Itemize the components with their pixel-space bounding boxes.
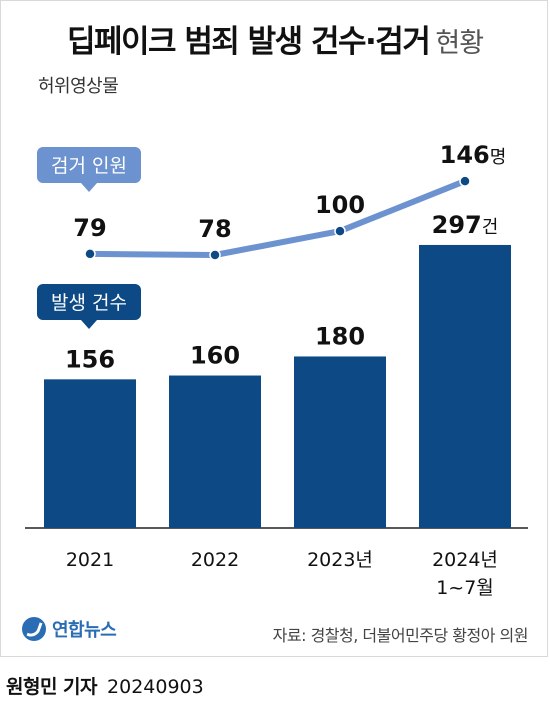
bar-0 bbox=[44, 379, 136, 528]
line-value-number-2: 100 bbox=[315, 191, 365, 219]
line-value-label-0: 79 bbox=[73, 214, 106, 242]
legend-line-badge-box bbox=[37, 147, 141, 183]
author: 원형민 기자 bbox=[6, 676, 98, 698]
line-point-2 bbox=[334, 225, 346, 237]
line-point-0 bbox=[84, 248, 96, 260]
legend-line-badge-group: 검거 인원 bbox=[37, 147, 141, 192]
legend-line-badge-label: 검거 인원 bbox=[51, 155, 127, 177]
line-point-1 bbox=[209, 249, 221, 261]
line-series bbox=[87, 178, 468, 258]
line-value-label-2: 100 bbox=[315, 191, 365, 219]
line-value-number-0: 79 bbox=[73, 214, 106, 242]
yonhap-logo-icon bbox=[22, 617, 46, 641]
bar-value-label-0: 156 bbox=[65, 345, 115, 373]
line-value-label-3: 146명 bbox=[440, 141, 507, 169]
bar-value-label-3: 297건 bbox=[432, 211, 499, 239]
legend-line-badge-pointer bbox=[81, 183, 97, 192]
x-tick-label-2: 2023년 bbox=[307, 549, 373, 571]
legend-bar-badge-pointer bbox=[81, 320, 97, 329]
date: 20240903 bbox=[107, 676, 204, 698]
x-tick-label-3: 2024년 bbox=[432, 549, 498, 571]
bar-value-label-1: 160 bbox=[190, 342, 240, 370]
source-note: 자료: 경찰청, 더불어민주당 황정아 의원 bbox=[272, 626, 529, 645]
infographic-frame bbox=[0, 0, 548, 657]
legend-bar-badge-box bbox=[37, 284, 141, 320]
line-value-number-3: 146 bbox=[440, 141, 490, 169]
line-value-unit-3: 명 bbox=[490, 147, 507, 168]
line-value-label-1: 78 bbox=[198, 215, 231, 243]
bar-value-number-1: 160 bbox=[190, 342, 240, 370]
legend-bar-badge-label: 발생 건수 bbox=[51, 292, 127, 314]
bar-value-number-2: 180 bbox=[315, 322, 365, 350]
x-tick-label-0: 2021 bbox=[66, 549, 114, 571]
subtitle: 허위영상물 bbox=[38, 76, 119, 97]
legend-bar-badge-group: 발생 건수 bbox=[37, 284, 141, 329]
bar-value-number-3: 297 bbox=[432, 211, 482, 239]
line-point-3 bbox=[459, 175, 471, 187]
title-main: 딥페이크 범죄 발생 건수·검거 bbox=[66, 24, 431, 60]
bar-value-unit-3: 건 bbox=[482, 217, 499, 238]
credit: 원형민 기자 20240903 bbox=[6, 672, 204, 699]
line-value-number-1: 78 bbox=[198, 215, 231, 243]
x-tick-label-3-line2: 1~7월 bbox=[436, 577, 494, 599]
logo: 연합뉴스 bbox=[22, 616, 117, 642]
page-title: 딥페이크 범죄 발생 건수·검거 현황 bbox=[0, 16, 550, 61]
bar-3 bbox=[419, 244, 511, 529]
x-tick-label-1: 2022 bbox=[191, 549, 239, 571]
bar-value-label-2: 180 bbox=[315, 322, 365, 350]
bar-value-number-0: 156 bbox=[65, 345, 115, 373]
bar-1 bbox=[169, 375, 261, 528]
bar-2 bbox=[294, 356, 386, 528]
title-sub: 현황 bbox=[435, 28, 484, 59]
logo-text: 연합뉴스 bbox=[52, 620, 117, 641]
